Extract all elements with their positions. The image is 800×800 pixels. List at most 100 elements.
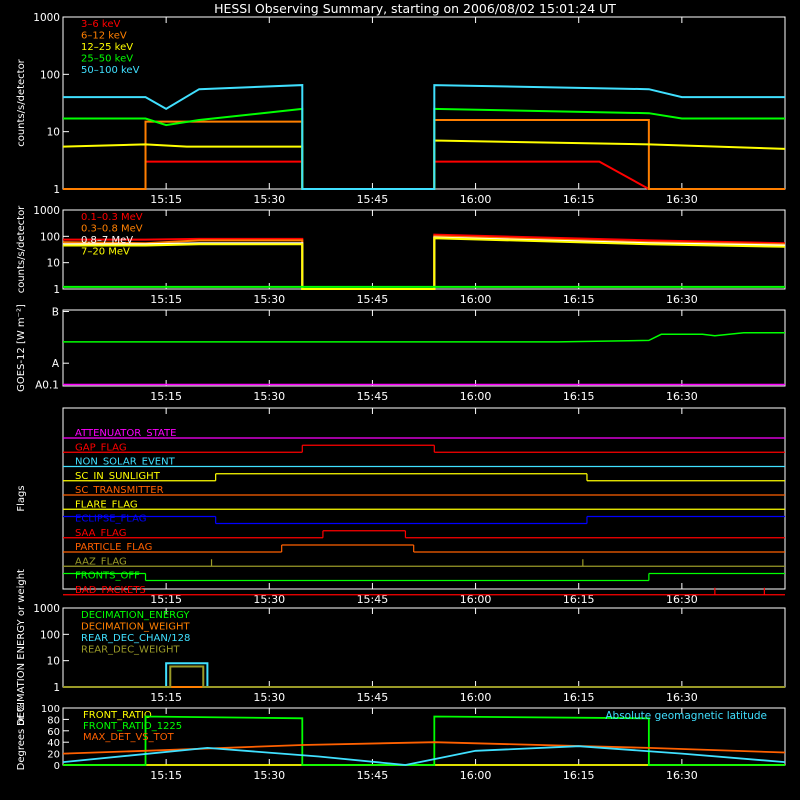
ratios-ytick-label: 0 (54, 761, 60, 772)
goes_flux-xtick-label: 15:45 (357, 390, 389, 403)
ratios-legend-entry: MAX_DET_VS_TOT (83, 732, 175, 743)
decimation-legend-entry: DECIMATION_ENERGY (81, 610, 190, 621)
panel-high_energy_rates: 15:15 15:30 15:45 16:00 16:15 16:30 counts/s/d… (16, 205, 786, 306)
panels: 15:15 15:30 15:45 16:00 16:15 16:30 counts/s/d… (16, 12, 786, 782)
flag-label: FRONTS_OFF (75, 571, 140, 582)
high_energy_rates-ytick-label: 1000 (33, 205, 60, 217)
decimation-legend-entry: REAR_DEC_CHAN/128 (81, 633, 190, 644)
figure-title: HESSI Observing Summary, starting on 200… (214, 1, 616, 16)
flags-xtick-label: 16:30 (666, 593, 698, 606)
high_energy_rates-legend-entry: 0.1–0.3 MeV (81, 212, 143, 223)
ratios-ylabel: Degrees or % (16, 703, 27, 771)
decimation-ytick-label: 1000 (33, 603, 60, 615)
flag-label: PARTICLE_FLAG (75, 542, 152, 553)
low_energy_rates-ytick-label: 10 (47, 127, 60, 139)
high_energy_rates-ytick-label: 1 (53, 284, 60, 296)
panel-flags: 15:15 15:30 15:45 16:00 16:15 16:30 Flags ATTEN… (16, 407, 786, 606)
low_energy_rates-xtick-label: 15:45 (357, 193, 389, 206)
decimation-xtick-label: 16:00 (460, 691, 492, 704)
panel-goes_flux: 15:15 15:30 15:45 16:00 16:15 16:30 GOES-12 [W… (16, 304, 786, 403)
high_energy_rates-legend-entry: 0.3–0.8 MeV (81, 224, 143, 235)
low_energy_rates-legend-entry: 12–25 keV (81, 42, 133, 53)
low_energy_rates-ytick-label: 100 (40, 69, 60, 81)
flag-label: SC_IN_SUNLIGHT (75, 471, 161, 482)
high_energy_rates-ytick-label: 100 (40, 231, 60, 243)
goes_flux-frame (62, 309, 786, 387)
ratios-legend-entry: FRONT_RATIO_1225 (83, 721, 182, 732)
decimation-xtick-label: 16:15 (563, 691, 595, 704)
flag-label: NON_SOLAR_EVENT (75, 457, 176, 468)
low_energy_rates-ytick-label: 1000 (33, 12, 60, 24)
decimation-series-line (63, 665, 785, 688)
ratios-series-line (63, 715, 785, 766)
goes_flux-ytick-label: A (52, 358, 60, 370)
goes_flux-xtick-label: 15:30 (253, 390, 285, 403)
panel-ratios: 15:15 15:30 15:45 16:00 16:15 16:30 Degrees or… (16, 703, 786, 782)
low_energy_rates-ytick-label: 1 (53, 184, 60, 196)
goes_flux-series-line (63, 332, 785, 343)
ratios-series-line (62, 741, 786, 755)
ratios-ytick-label: 60 (47, 727, 60, 738)
decimation-legend-entry: DECIMATION_WEIGHT (81, 622, 190, 633)
ratios-xtick-label: 15:45 (357, 769, 389, 782)
low_energy_rates-series-line (63, 84, 785, 190)
high_energy_rates-xtick-label: 16:30 (666, 293, 698, 306)
ratios-legend-entry: FRONT_RATIO (83, 710, 152, 721)
goes_flux-xtick-label: 16:00 (460, 390, 492, 403)
goes_flux-ytick-label: A0.1 (35, 379, 59, 391)
goes_flux-xtick-label: 15:15 (150, 390, 182, 403)
flags-xtick-label: 16:15 (563, 593, 595, 606)
low_energy_rates-legend-entry: 6–12 keV (81, 31, 127, 42)
ratios-ytick-label: 80 (47, 715, 60, 726)
high_energy_rates-ylabel: counts/s/detector (16, 205, 27, 293)
low_energy_rates-ylabel: counts/s/detector (16, 58, 27, 146)
decimation-ytick-label: 10 (47, 656, 60, 668)
low_energy_rates-legend-entry: 25–50 keV (81, 54, 133, 65)
flag-label: BAD_PACKETS (75, 585, 146, 596)
flag-label: AAZ_FLAG (75, 556, 127, 567)
high_energy_rates-ytick-label: 10 (47, 258, 60, 270)
flag-label: ECLIPSE_FLAG (75, 514, 146, 525)
decimation-ytick-label: 100 (40, 629, 60, 641)
panel-low_energy_rates: 15:15 15:30 15:45 16:00 16:15 16:30 counts/s/d… (16, 12, 786, 206)
panel-decimation: 15:15 15:30 15:45 16:00 16:15 16:30 DECIMATION… (16, 569, 786, 726)
flag-label: SAA_FLAG (75, 528, 126, 539)
decimation-xtick-label: 16:30 (666, 691, 698, 704)
ratios-xtick-label: 15:30 (253, 769, 285, 782)
high_energy_rates-xtick-label: 15:15 (150, 293, 182, 306)
ratios-ytick-label: 40 (47, 738, 60, 749)
ratios-ytick-label: 20 (47, 750, 60, 761)
low_energy_rates-legend-entry: 3–6 keV (81, 19, 120, 30)
goes_flux-xtick-label: 16:15 (563, 390, 595, 403)
low_energy_rates-xtick-label: 16:30 (666, 193, 698, 206)
ratios-ytick-label: 100 (41, 704, 60, 715)
flags-xtick-label: 15:45 (357, 593, 389, 606)
flags-xtick-label: 15:15 (150, 593, 182, 606)
decimation-ylabel: DECIMATION ENERGY or weight (16, 569, 27, 726)
flags-frame (62, 407, 786, 590)
ratios-xtick-label: 16:15 (563, 769, 595, 782)
low_energy_rates-legend-entry: 50–100 keV (81, 65, 140, 76)
flags-xtick-label: 16:00 (460, 593, 492, 606)
ratios-xtick-label: 16:00 (460, 769, 492, 782)
high_energy_rates-xtick-label: 15:30 (253, 293, 285, 306)
decimation-legend-entry: REAR_DEC_WEIGHT (81, 645, 180, 656)
goes_flux-xtick-label: 16:30 (666, 390, 698, 403)
low_energy_rates-xtick-label: 16:00 (460, 193, 492, 206)
high_energy_rates-xtick-label: 16:00 (460, 293, 492, 306)
ratios-xtick-label: 15:15 (150, 769, 182, 782)
flag-label: FLARE_FLAG (75, 499, 138, 510)
ratios-annotation: Absolute geomagnetic latitude (605, 710, 767, 722)
high_energy_rates-xtick-label: 16:15 (563, 293, 595, 306)
high_energy_rates-legend-entry: 7–20 MeV (81, 247, 130, 258)
decimation-ytick-label: 1 (53, 682, 60, 694)
flag-label: SC_TRANSMITTER (75, 485, 164, 496)
low_energy_rates-xtick-label: 15:30 (253, 193, 285, 206)
goes_flux-ytick-label: B (52, 307, 59, 319)
goes_flux-ylabel: GOES-12 [W m⁻²] (16, 304, 27, 392)
low_energy_rates-xtick-label: 15:15 (150, 193, 182, 206)
low_energy_rates-xtick-label: 16:15 (563, 193, 595, 206)
ratios-series-line (62, 745, 786, 766)
